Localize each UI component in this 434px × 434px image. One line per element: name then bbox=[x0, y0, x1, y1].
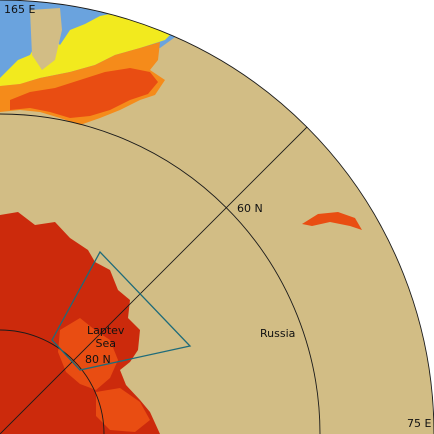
meridian-line bbox=[0, 126, 308, 434]
sea-ice-central-patch bbox=[58, 318, 118, 390]
place-label-laptev-line1: Laptev bbox=[87, 324, 125, 337]
study-region-box bbox=[51, 250, 192, 371]
sea-ice-central-patch bbox=[96, 388, 150, 432]
sea-ice-flake-east bbox=[302, 212, 362, 230]
sea-ice-northwest bbox=[10, 68, 158, 118]
place-label-laptev-sea: Laptev Sea bbox=[87, 324, 124, 350]
longitude-label-bottom-right: 75 E bbox=[407, 417, 432, 430]
longitude-label-top-left: 165 E bbox=[4, 3, 36, 16]
place-label-laptev-line2: Sea bbox=[95, 337, 116, 350]
latitude-label-80n: 80 N bbox=[85, 353, 111, 366]
land-inlet-northwest bbox=[30, 8, 62, 70]
latitude-label-60n: 60 N bbox=[237, 202, 263, 215]
place-label-russia: Russia bbox=[260, 327, 296, 340]
